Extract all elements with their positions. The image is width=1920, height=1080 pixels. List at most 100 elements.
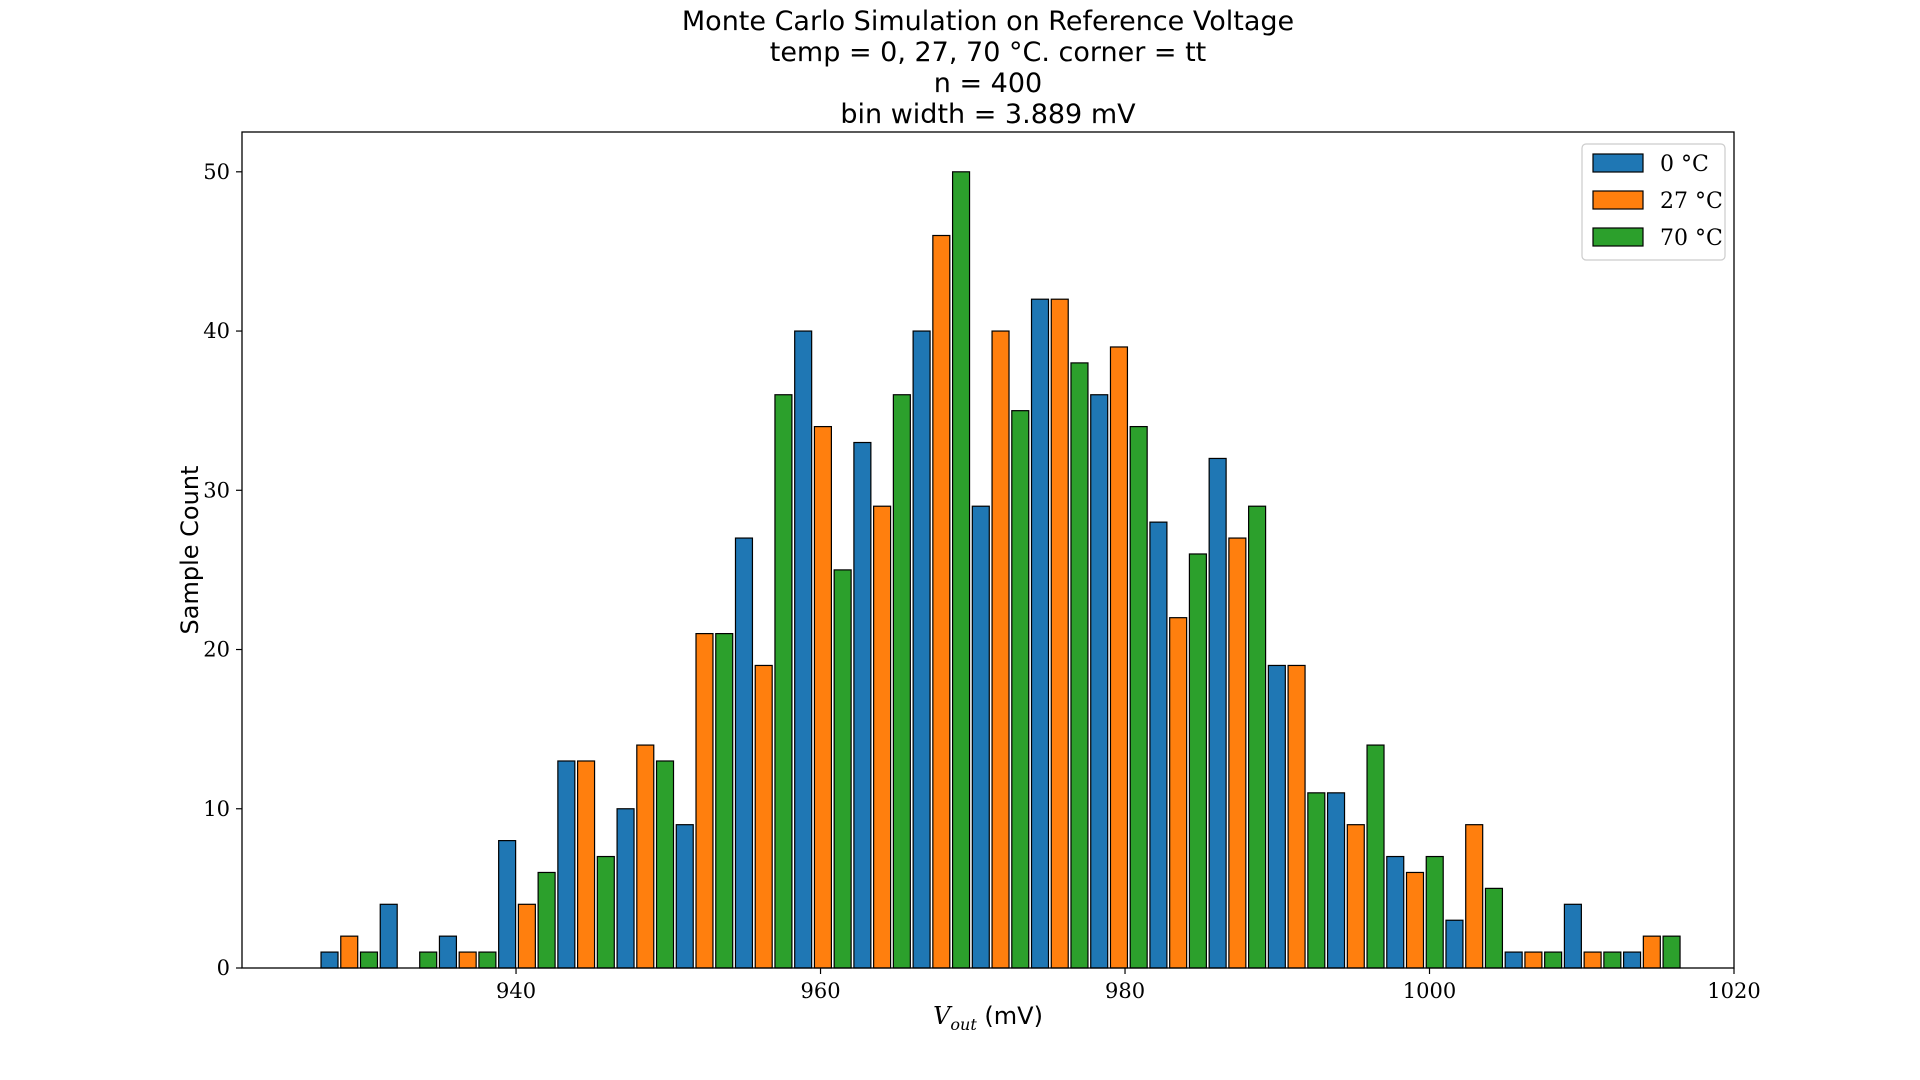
legend: 0 °C 27 °C 70 °C	[1581, 143, 1726, 261]
bar-1-4	[576, 760, 596, 969]
bar-0-14	[1149, 521, 1168, 969]
bar-2-15	[1248, 505, 1267, 969]
bar-1-8	[813, 425, 832, 969]
bar-1-19	[1465, 824, 1484, 969]
y-tick-label: 30	[203, 478, 230, 502]
bar-2-9	[892, 394, 911, 969]
bar-1-15	[1228, 537, 1247, 969]
legend-swatch-0	[1592, 153, 1644, 173]
bar-2-22	[1662, 935, 1681, 969]
bar-1-10	[932, 234, 951, 969]
bar-2-7	[774, 394, 793, 969]
y-tick-label: 20	[203, 638, 230, 662]
legend-swatch-2	[1592, 227, 1644, 247]
bar-2-19	[1484, 887, 1504, 969]
bar-0-1	[379, 903, 398, 969]
chart-subtitle-n: n = 400	[934, 68, 1042, 99]
legend-swatch-1	[1592, 190, 1644, 210]
x-tick-label: 940	[496, 979, 536, 1003]
bar-2-3	[537, 871, 556, 969]
y-tick-label: 10	[203, 797, 230, 821]
bar-series-group	[320, 171, 1681, 969]
bar-2-1	[419, 951, 438, 969]
bar-1-16	[1287, 664, 1306, 969]
bar-2-20	[1544, 951, 1563, 969]
bar-1-9	[873, 505, 892, 969]
bar-2-14	[1188, 553, 1207, 969]
x-tick-label: 960	[800, 979, 840, 1003]
bar-1-17	[1346, 824, 1365, 969]
bar-2-16	[1307, 792, 1326, 969]
bar-1-13	[1109, 346, 1129, 969]
bar-0-11	[971, 505, 990, 969]
x-axis-label: Vout (mV)	[933, 1002, 1043, 1034]
x-axis-ticks: 940 960 980 1000 1020	[496, 968, 1761, 1003]
bar-0-5	[616, 808, 635, 969]
bar-2-6	[715, 632, 734, 969]
bar-1-21	[1583, 951, 1602, 969]
x-tick-label: 1000	[1403, 979, 1456, 1003]
bar-1-18	[1405, 871, 1425, 969]
bar-0-9	[853, 441, 872, 969]
bar-0-16	[1267, 664, 1286, 969]
bar-0-3	[498, 840, 517, 969]
bar-2-17	[1366, 744, 1385, 969]
bar-0-19	[1445, 919, 1464, 969]
bar-1-22	[1642, 935, 1661, 969]
bar-0-6	[675, 824, 694, 969]
bar-2-4	[596, 855, 615, 969]
bar-1-5	[636, 744, 655, 969]
bar-1-6	[695, 632, 714, 969]
y-axis-ticks: 0 10 20 30 40 50	[203, 160, 242, 980]
y-tick-label: 50	[203, 160, 230, 184]
bar-2-8	[833, 569, 852, 969]
legend-label-2: 70 °C	[1660, 226, 1723, 251]
bar-0-22	[1622, 951, 1642, 969]
plot-frame	[241, 131, 1735, 969]
bar-0-21	[1563, 903, 1582, 969]
chart-subtitle-binwidth: bin width = 3.889 mV	[840, 99, 1136, 130]
bar-0-20	[1504, 951, 1523, 969]
bar-0-18	[1386, 855, 1405, 969]
bar-0-8	[794, 330, 813, 969]
bar-0-10	[912, 330, 931, 969]
chart-title-block: Monte Carlo Simulation on Reference Volt…	[682, 6, 1294, 130]
bar-1-7	[754, 664, 773, 969]
bar-2-0	[359, 951, 379, 969]
bar-1-14	[1169, 617, 1188, 969]
bar-0-4	[557, 760, 576, 969]
bar-0-12	[1030, 298, 1050, 969]
bar-0-17	[1326, 792, 1346, 969]
bar-2-12	[1070, 362, 1089, 969]
bar-2-5	[655, 760, 675, 969]
x-axis-label-subscript: out	[950, 1015, 977, 1034]
bar-2-13	[1129, 425, 1148, 969]
bar-0-15	[1208, 457, 1227, 969]
chart-title: Monte Carlo Simulation on Reference Volt…	[682, 6, 1294, 37]
x-tick-label: 980	[1105, 979, 1145, 1003]
legend-label-1: 27 °C	[1660, 189, 1723, 214]
bar-0-13	[1090, 394, 1109, 969]
y-axis-label: Sample Count	[176, 466, 204, 635]
x-tick-label: 1020	[1707, 979, 1760, 1003]
bar-1-0	[340, 935, 359, 969]
bar-2-21	[1603, 951, 1622, 969]
legend-label-0: 0 °C	[1660, 152, 1709, 177]
y-tick-label: 40	[203, 319, 230, 343]
bar-1-12	[1050, 298, 1069, 969]
bar-1-20	[1524, 951, 1543, 969]
bar-0-7	[734, 537, 754, 969]
bar-1-3	[517, 903, 536, 969]
bar-1-2	[458, 951, 477, 969]
bar-2-18	[1425, 855, 1444, 969]
x-axis-label-unit: (mV)	[977, 1002, 1043, 1030]
bar-0-2	[438, 935, 458, 969]
y-tick-label: 0	[217, 956, 230, 980]
bar-2-10	[951, 171, 971, 969]
bar-1-11	[991, 330, 1010, 969]
bar-0-0	[320, 951, 339, 969]
bar-2-11	[1011, 410, 1030, 969]
bar-2-2	[478, 951, 497, 969]
x-axis-label-symbol: V	[933, 1002, 953, 1030]
